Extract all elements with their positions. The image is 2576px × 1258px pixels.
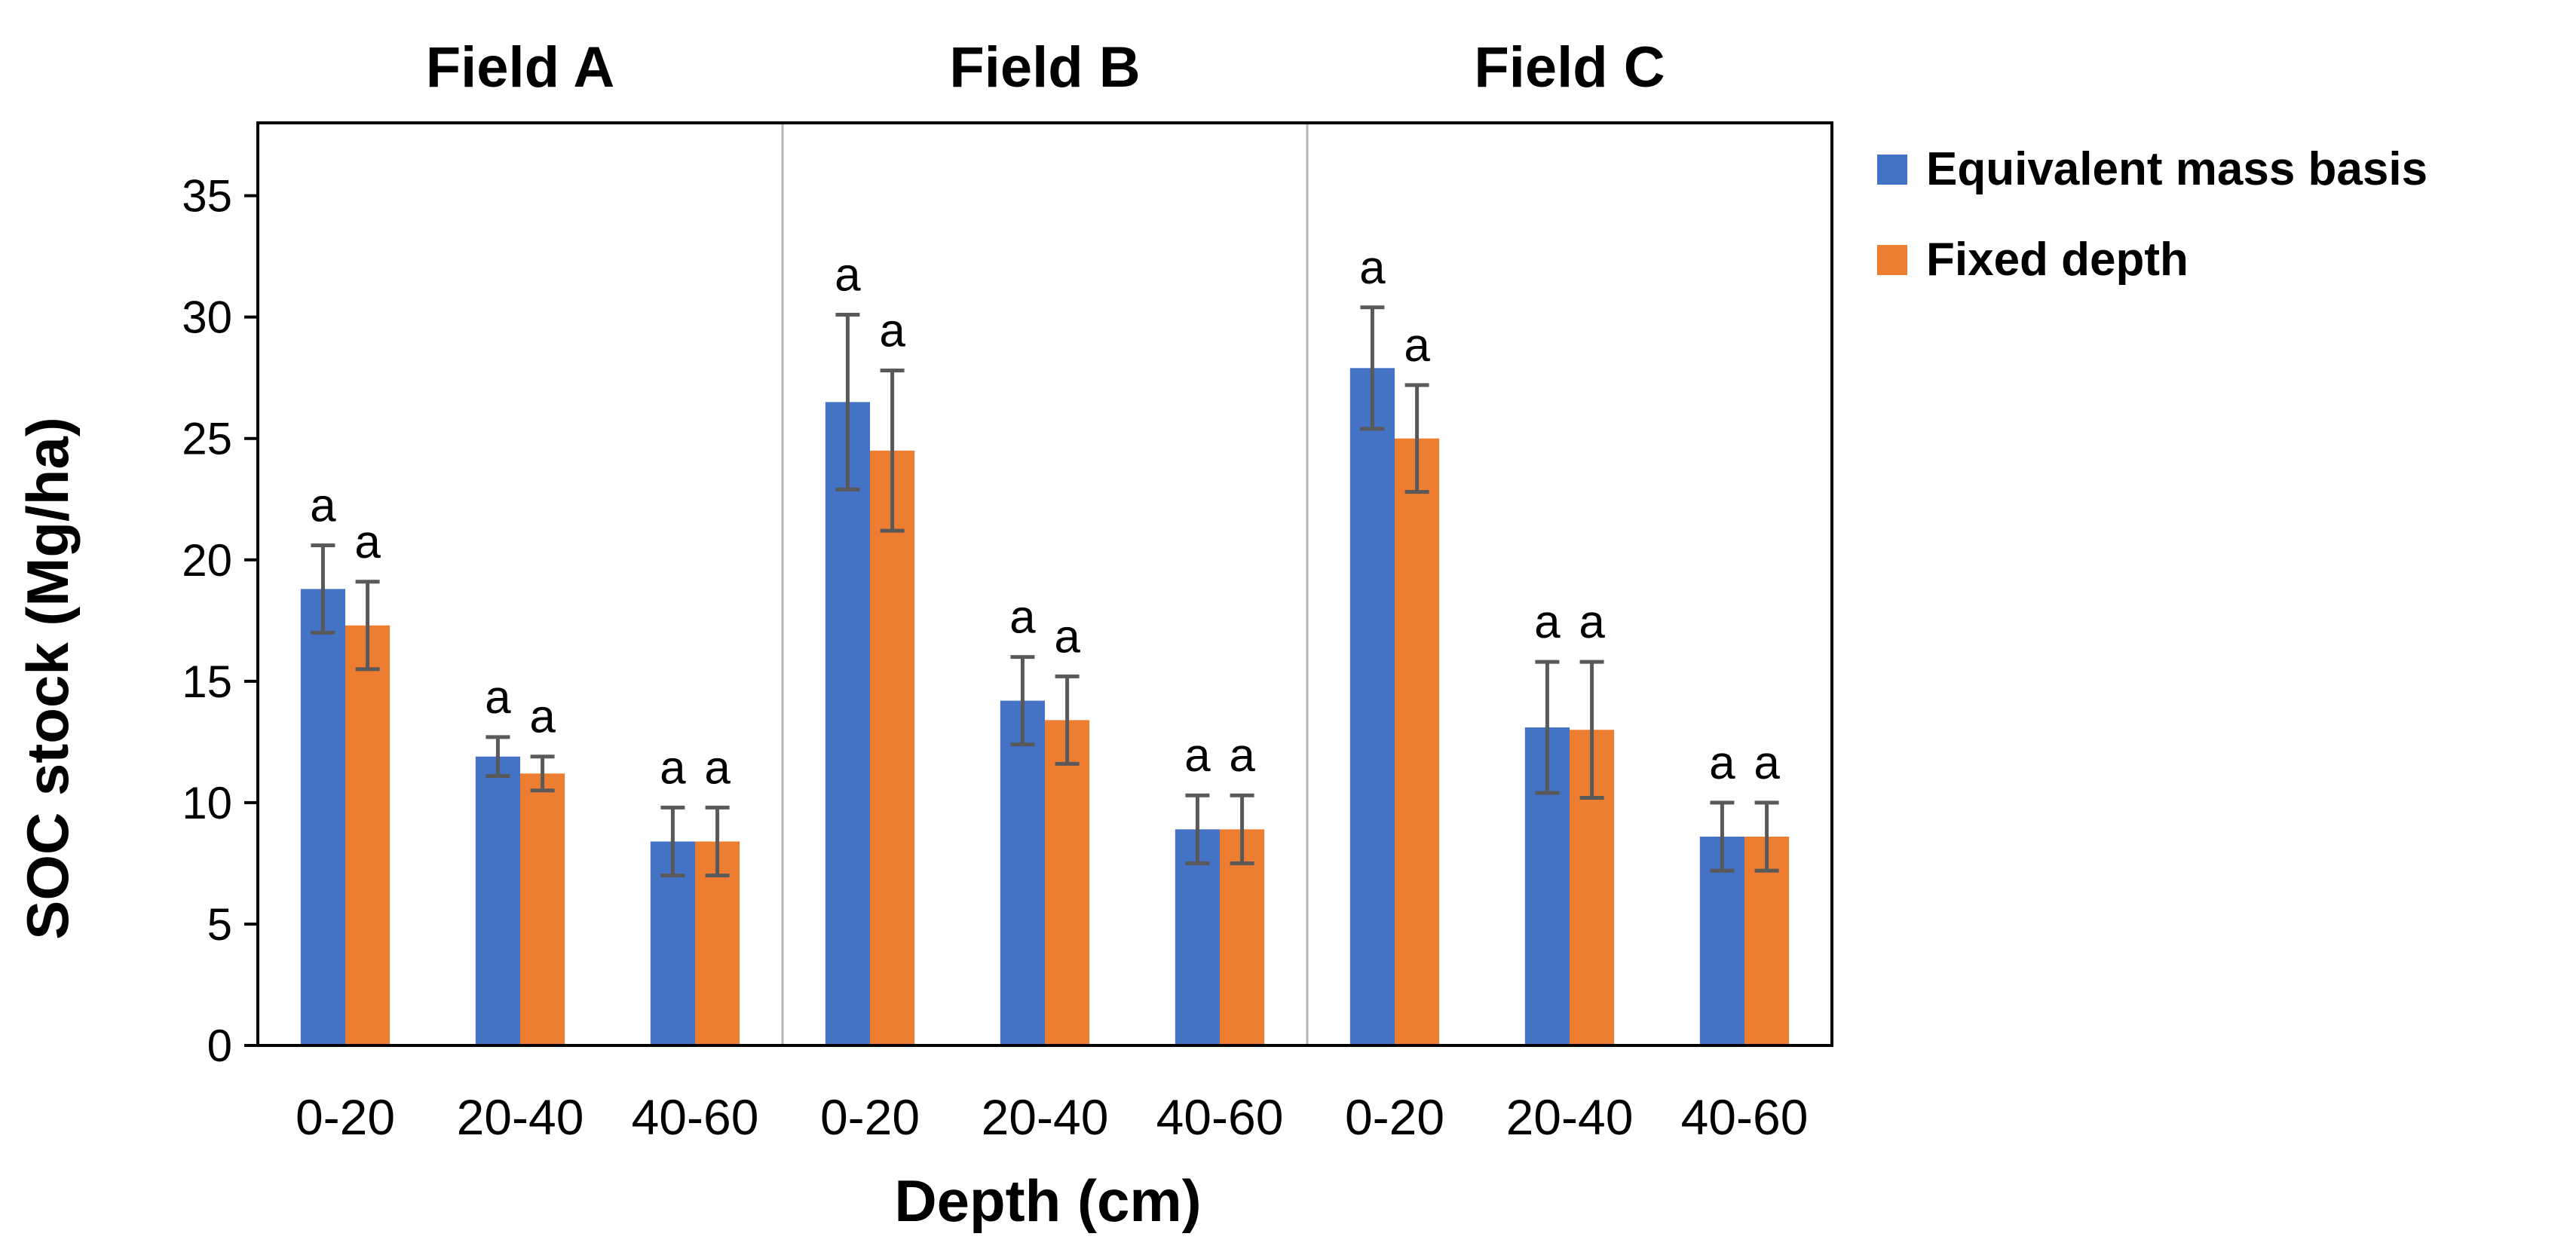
- significance-letter: a: [1054, 611, 1080, 663]
- significance-letter: a: [1534, 596, 1561, 648]
- y-tick-label: 10: [182, 778, 232, 828]
- bar-equivalent-mass: [1000, 700, 1045, 1045]
- significance-letter: a: [1404, 320, 1430, 372]
- bar-equivalent-mass: [1175, 829, 1220, 1045]
- legend-swatch-equivalent-mass: [1877, 155, 1907, 185]
- y-tick-label: 20: [182, 535, 232, 586]
- x-category-label: 20-40: [1506, 1089, 1634, 1145]
- significance-letter: a: [1184, 730, 1211, 782]
- x-category-label: 40-60: [1156, 1089, 1284, 1145]
- y-tick-label: 30: [182, 292, 232, 343]
- field-title: Field C: [1474, 35, 1665, 99]
- x-category-label: 40-60: [1681, 1089, 1809, 1145]
- significance-letter: a: [310, 479, 336, 531]
- bar-fixed-depth: [520, 773, 565, 1045]
- y-tick-label: 15: [182, 657, 232, 707]
- significance-letter: a: [1579, 596, 1605, 648]
- significance-letter: a: [529, 691, 556, 743]
- bar-fixed-depth: [345, 625, 391, 1045]
- y-tick-label: 5: [207, 899, 232, 950]
- x-category-label: 0-20: [820, 1089, 920, 1145]
- legend-label-fixed-depth: Fixed depth: [1926, 234, 2189, 286]
- significance-letter: a: [1709, 737, 1735, 789]
- y-tick-label: 0: [207, 1021, 232, 1071]
- significance-letter: a: [1754, 737, 1780, 789]
- legend-label-equivalent-mass: Equivalent mass basis: [1926, 143, 2427, 195]
- bar-fixed-depth: [1220, 829, 1265, 1045]
- x-category-label: 40-60: [632, 1089, 759, 1145]
- x-category-label: 20-40: [982, 1089, 1109, 1145]
- significance-letter: a: [660, 742, 686, 794]
- legend-swatch-fixed-depth: [1877, 245, 1907, 275]
- x-axis-title: Depth (cm): [894, 1168, 1201, 1234]
- significance-letter: a: [1009, 592, 1036, 644]
- significance-letter: a: [354, 516, 381, 568]
- significance-letter: a: [1229, 730, 1255, 782]
- significance-letter: a: [835, 249, 861, 301]
- bar-fixed-depth: [870, 450, 915, 1045]
- legend: Equivalent mass basis Fixed depth: [1877, 143, 2427, 286]
- field-title: Field A: [426, 35, 615, 99]
- x-category-label: 0-20: [1345, 1089, 1444, 1145]
- plot-area: 0 5 10 15 20 25 30 35 Field A Field B Field C 0-20 a…: [182, 35, 1833, 1145]
- significance-letter: a: [485, 672, 511, 724]
- y-axis-title: SOC stock (Mg/ha): [14, 417, 81, 939]
- significance-letter: a: [879, 305, 905, 357]
- x-category-label: 0-20: [296, 1089, 395, 1145]
- bar-fixed-depth: [1395, 438, 1440, 1045]
- bar-equivalent-mass: [1349, 368, 1395, 1046]
- y-tick-label: 25: [182, 414, 232, 464]
- y-tick-label: 35: [182, 171, 232, 222]
- significance-letter: a: [1359, 242, 1386, 294]
- bar-fixed-depth: [1045, 720, 1090, 1045]
- plot-frame: [256, 121, 1833, 1047]
- bar-equivalent-mass: [825, 402, 870, 1045]
- x-category-label: 20-40: [457, 1089, 584, 1145]
- bar-equivalent-mass: [300, 589, 345, 1045]
- significance-letter: a: [704, 742, 731, 794]
- field-title: Field B: [949, 35, 1140, 99]
- bar-equivalent-mass: [475, 756, 520, 1045]
